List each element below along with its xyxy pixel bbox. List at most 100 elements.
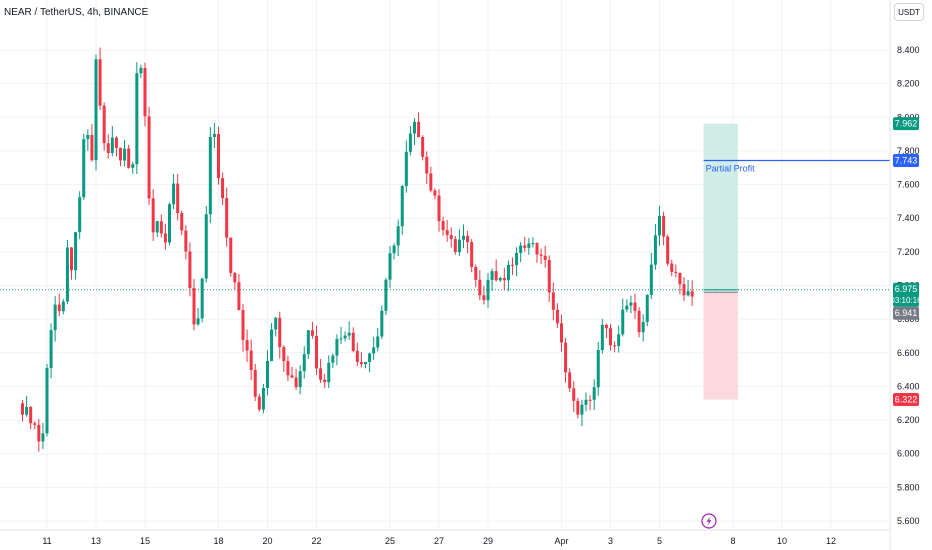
candle-body xyxy=(200,278,204,319)
candle-body xyxy=(486,279,490,301)
candle-body xyxy=(576,400,580,415)
candle-body xyxy=(184,230,188,252)
candle-body xyxy=(674,271,678,273)
candle-body xyxy=(270,329,274,361)
candle-body xyxy=(315,335,318,369)
grid-lines xyxy=(0,0,890,530)
time-tick-label: 15 xyxy=(140,536,150,546)
candle-body xyxy=(123,148,127,161)
price-tick-label: 5.600 xyxy=(897,516,920,526)
candle-body xyxy=(188,251,192,289)
candle-body xyxy=(139,67,143,74)
candle-body xyxy=(641,321,645,333)
candle-body xyxy=(437,195,441,222)
candle-body xyxy=(682,284,686,296)
time-tick-label: 18 xyxy=(213,536,223,546)
position-zones[interactable] xyxy=(0,123,890,400)
candle-body xyxy=(217,133,220,179)
candle-body xyxy=(359,362,363,365)
candle-body xyxy=(506,264,510,281)
candle-body xyxy=(127,148,131,168)
candle-body xyxy=(470,242,474,267)
countdown-label: 03:10:16 xyxy=(890,296,922,305)
candle-body xyxy=(629,302,633,306)
price-axis[interactable]: 5.6005.8006.0006.2006.4006.6006.8007.000… xyxy=(889,0,932,550)
candle-body xyxy=(286,361,290,376)
price-badge-label: 6.322 xyxy=(895,395,918,405)
stop-zone[interactable] xyxy=(703,292,738,400)
candle-body xyxy=(413,121,416,134)
price-badge xyxy=(893,154,919,168)
candle-body xyxy=(560,323,563,343)
candle-body xyxy=(335,338,339,356)
candle-body xyxy=(515,252,519,266)
candle-body xyxy=(53,304,57,331)
candle-body xyxy=(253,369,257,397)
candle-body xyxy=(368,353,372,362)
time-tick-label: 29 xyxy=(483,536,493,546)
candle-body xyxy=(29,406,33,424)
candle-body xyxy=(564,342,568,373)
candle-body xyxy=(400,186,404,227)
candle-body xyxy=(204,214,208,279)
candle-body xyxy=(180,213,184,231)
price-badges: 7.962 7.743 6.975 03:10:16 6.941 6.322 xyxy=(890,117,922,407)
candle-body xyxy=(351,332,355,351)
candle-body xyxy=(25,406,29,415)
time-axis[interactable]: 11 13 15 18 20 22 25 27 29 Apr 3 5 8 10 12 xyxy=(0,529,890,546)
currency-button[interactable]: USDT xyxy=(894,3,924,21)
candle-body xyxy=(82,139,86,198)
candle-body xyxy=(531,243,535,245)
price-badge-label: 6.975 xyxy=(895,284,918,294)
price-badge xyxy=(893,117,919,131)
price-badge-label: 7.962 xyxy=(895,119,918,129)
candle-body xyxy=(163,233,167,243)
time-tick-label: 12 xyxy=(826,536,836,546)
candle-body xyxy=(261,387,265,410)
candle-body xyxy=(376,336,380,348)
candle-body xyxy=(151,198,155,233)
price-tick-label: 8.200 xyxy=(897,79,920,89)
candle-body xyxy=(49,330,53,368)
price-tick-label: 7.800 xyxy=(897,146,920,156)
candle-body xyxy=(45,367,49,434)
candle-body xyxy=(339,338,343,340)
horizontal-line-group[interactable]: Partial Profit xyxy=(703,159,890,174)
price-tick-label: 6.200 xyxy=(897,415,920,425)
candle-body xyxy=(686,291,690,296)
candle-body xyxy=(57,304,61,312)
candle-body xyxy=(535,243,539,255)
candle-body xyxy=(196,318,200,325)
candle-body xyxy=(278,317,282,348)
candle-body xyxy=(649,264,653,295)
candle-body xyxy=(70,247,73,271)
candle-body xyxy=(502,278,506,281)
candle-body xyxy=(425,156,429,174)
candle-body xyxy=(257,396,261,410)
time-tick-label: 27 xyxy=(434,536,444,546)
target-zone[interactable] xyxy=(703,123,738,293)
price-tick-label: 8.400 xyxy=(897,45,920,55)
time-tick-label: Apr xyxy=(554,536,568,546)
lightning-icon[interactable] xyxy=(701,513,717,529)
candle-body xyxy=(572,388,576,401)
candle-body xyxy=(319,368,323,380)
candle-body xyxy=(490,271,494,280)
candle-body xyxy=(417,121,421,137)
candle-body xyxy=(462,235,465,240)
candle-body xyxy=(380,310,384,337)
candle-body xyxy=(527,243,531,248)
chart-title: NEAR / TetherUS, 4h, BINANCE xyxy=(4,7,149,18)
candle-body xyxy=(233,272,237,283)
candle-body xyxy=(539,254,543,256)
time-tick-label: 11 xyxy=(42,536,51,546)
candle-body xyxy=(131,164,135,168)
candle-body xyxy=(229,237,233,273)
candle-body xyxy=(106,143,110,153)
price-tick-label: 6.600 xyxy=(897,348,920,358)
time-tick-label: 5 xyxy=(657,536,662,546)
candle-body xyxy=(306,330,310,355)
candle-body xyxy=(208,137,212,215)
